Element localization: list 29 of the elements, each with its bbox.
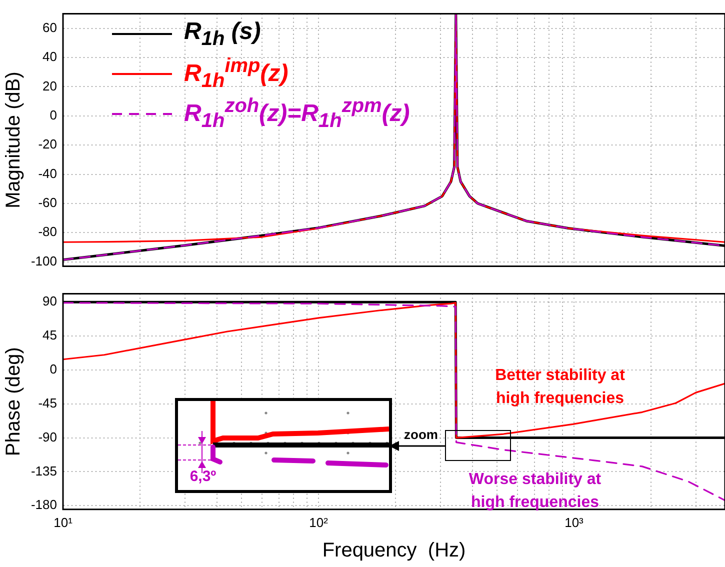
legend-label: R$_{1h}$$^{imp}$(z) [184,55,288,93]
x-tick-label: 10¹ [54,514,74,530]
y-tick-label: 40 [42,49,57,64]
y-tick-label: -180 [30,497,57,512]
y-tick-label: 60 [42,20,57,35]
annotation: zoom [403,426,439,444]
y-axis-title: Phase (deg) [2,347,25,456]
x-tick-label: 10² [309,514,329,530]
x-axis-title: Frequency (Hz) [322,540,466,562]
x-tick-label: 10³ [564,514,584,530]
y-tick-label: 0 [50,108,57,123]
y-tick-label: -40 [38,166,57,181]
y-tick-label: -90 [38,429,57,444]
y-tick-label: 45 [42,328,57,343]
y-tick-label: -100 [30,253,57,268]
y-tick-label: -135 [30,463,57,478]
legend-label: R$_{1h}$$^{zoh}$(z)=R$_{1h}$$^{zpm}$(z) [184,95,410,133]
annotation: 6,3º [188,467,218,487]
y-axis-title: Magnitude (dB) [2,72,25,208]
annotation: Better stability at high frequencies [494,366,626,410]
y-tick-label: 0 [50,362,57,377]
y-tick-label: 90 [42,294,57,309]
y-tick-label: -60 [38,195,57,210]
y-tick-label: 20 [42,78,57,94]
y-tick-label: -80 [38,224,57,240]
annotation: Worse stability at high frequencies [468,470,602,514]
y-tick-label: -20 [38,136,57,152]
legend-label: R$_{1h}$ (s) [184,18,261,50]
y-tick-label: -45 [38,395,57,410]
